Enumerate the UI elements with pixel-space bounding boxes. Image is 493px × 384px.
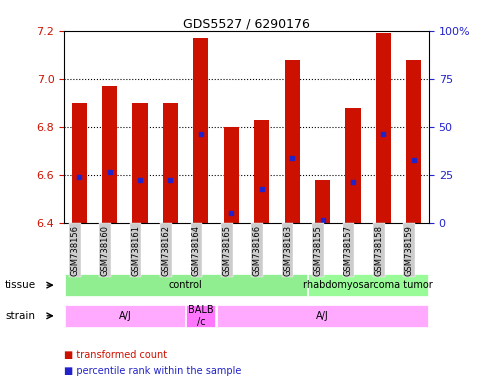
FancyBboxPatch shape <box>308 274 428 296</box>
Text: A/J: A/J <box>316 311 329 321</box>
Text: GSM738164: GSM738164 <box>192 225 201 276</box>
Bar <box>315 180 330 223</box>
Bar <box>102 86 117 223</box>
Text: GSM738157: GSM738157 <box>344 225 353 276</box>
Text: GSM738156: GSM738156 <box>70 225 79 276</box>
Text: GSM738165: GSM738165 <box>222 225 231 276</box>
Text: ■ transformed count: ■ transformed count <box>64 350 167 360</box>
Text: GSM738160: GSM738160 <box>101 225 109 276</box>
Text: ■ percentile rank within the sample: ■ percentile rank within the sample <box>64 366 242 376</box>
Text: GSM738158: GSM738158 <box>374 225 384 276</box>
Text: tissue: tissue <box>5 280 36 290</box>
Bar <box>406 60 422 223</box>
Bar <box>133 103 148 223</box>
Bar <box>376 33 391 223</box>
Bar <box>71 103 87 223</box>
Bar <box>284 60 300 223</box>
Text: GDS5527 / 6290176: GDS5527 / 6290176 <box>183 17 310 30</box>
FancyBboxPatch shape <box>65 305 185 327</box>
Text: GSM738166: GSM738166 <box>253 225 262 276</box>
Bar <box>224 127 239 223</box>
Text: A/J: A/J <box>118 311 131 321</box>
Bar <box>193 38 209 223</box>
Bar <box>345 108 360 223</box>
FancyBboxPatch shape <box>217 305 428 327</box>
FancyBboxPatch shape <box>65 274 307 296</box>
Bar <box>163 103 178 223</box>
Text: rhabdomyosarcoma tumor: rhabdomyosarcoma tumor <box>303 280 433 290</box>
Text: GSM738155: GSM738155 <box>314 225 322 275</box>
Text: GSM738162: GSM738162 <box>162 225 171 276</box>
Text: control: control <box>169 280 203 290</box>
Text: strain: strain <box>5 311 35 321</box>
Text: GSM738161: GSM738161 <box>131 225 140 276</box>
Bar <box>254 119 269 223</box>
Text: GSM738163: GSM738163 <box>283 225 292 276</box>
Text: BALB
/c: BALB /c <box>188 305 213 327</box>
FancyBboxPatch shape <box>186 305 215 327</box>
Text: GSM738159: GSM738159 <box>405 225 414 275</box>
